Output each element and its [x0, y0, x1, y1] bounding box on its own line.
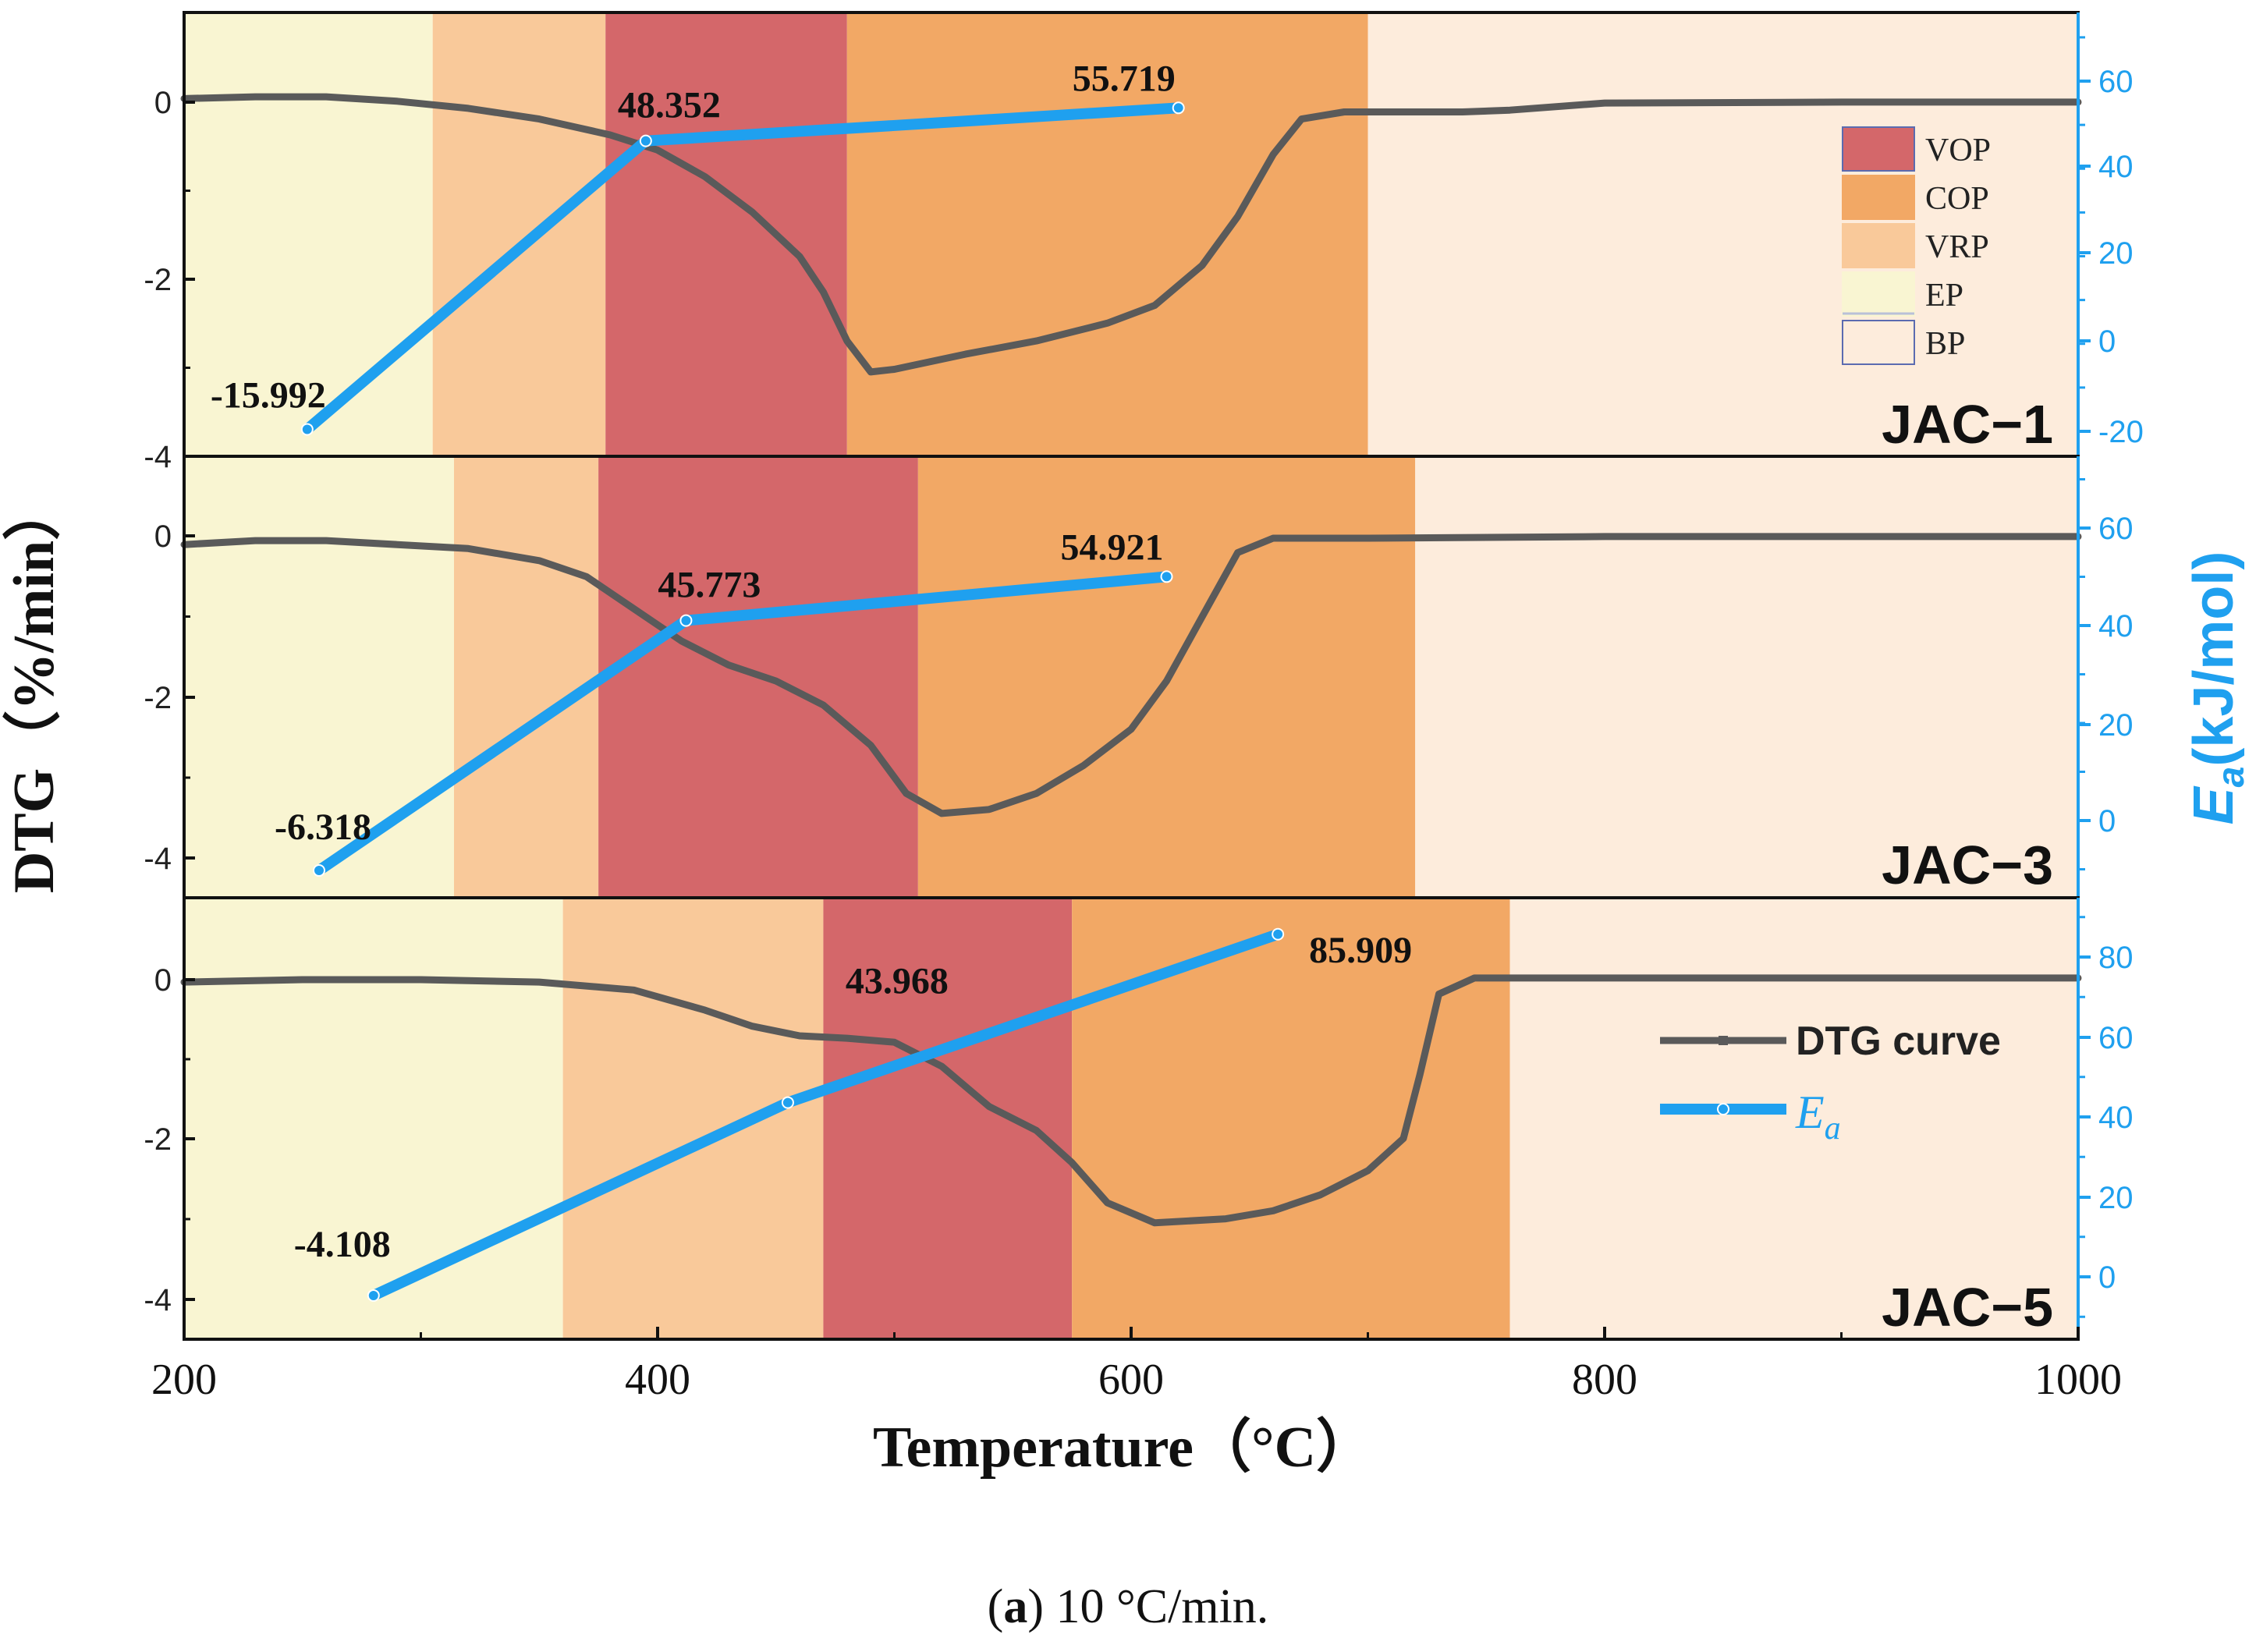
right-tick-label-panel-2-2: 40 [2098, 609, 2134, 643]
legend-swatch-vrp [1842, 223, 1915, 268]
x-tick-label-3: 600 [1098, 1356, 1164, 1404]
x-tick-label-4: 800 [1572, 1356, 1637, 1404]
legend-dtg-label: DTG curve [1796, 1019, 2001, 1064]
x-axis-title: Temperature（°C） [873, 1416, 1374, 1480]
panel-label-3: JAC−5 [1882, 1277, 2053, 1338]
left-tick-label-panel-3-2: -2 [144, 1122, 172, 1157]
panel-label-1: JAC−1 [1882, 394, 2053, 455]
region-ep-panel-1 [184, 12, 433, 456]
region-bp-panel-1 [1367, 12, 2078, 456]
legend-label-ep: EP [1925, 278, 1963, 314]
ea-point-panel-2-1 [312, 864, 325, 877]
ea-label-panel-1-1: -15.992 [211, 374, 326, 416]
left-tick-label-panel-1-2: -2 [144, 263, 172, 297]
left-tick-label-panel-1-3: -4 [144, 440, 172, 474]
left-tick-label-panel-1-1: 0 [154, 86, 172, 120]
right-tick-label-panel-3-4: 20 [2098, 1181, 2134, 1215]
dtg-curves [180, 93, 2082, 1227]
legend-dtg-marker [1719, 1036, 1728, 1045]
right-tick-label-panel-2-3: 20 [2098, 708, 2134, 743]
right-tick-label-panel-2-1: 60 [2098, 512, 2134, 546]
legend-ea-symbol: E [1795, 1087, 1825, 1138]
background-regions [184, 12, 2078, 1339]
ea-point-panel-1-3 [1172, 101, 1185, 115]
caption-bold: a [1003, 1580, 1027, 1633]
right-tick-label-panel-2-4: 0 [2098, 804, 2116, 838]
region-vrp-panel-2 [453, 456, 599, 898]
y-axis-right-title: Ea(kJ/mol) [2183, 551, 2252, 825]
ea-label-panel-2-2: 45.773 [658, 565, 761, 606]
legend-swatch-ep [1842, 271, 1915, 317]
ea-point-panel-2-2 [679, 614, 693, 627]
legend-swatch-cop [1842, 175, 1915, 220]
right-tick-label-panel-3-3: 40 [2098, 1101, 2134, 1135]
region-bp-panel-2 [1415, 456, 2078, 898]
dtg-curve-panel-3 [180, 974, 2082, 1227]
ea-label-panel-2-1: -6.318 [275, 807, 371, 848]
ea-label-panel-3-3: 85.909 [1309, 930, 1412, 971]
legend-swatch-bp [1842, 320, 1915, 365]
legend-label-bp: BP [1925, 326, 1965, 362]
annotations: -15.992 48.352 55.719 JAC−1 -6.318 45.773 54.9… [211, 58, 2053, 1338]
legend-label-vop: VOP [1925, 133, 1991, 168]
caption-rest: 10 °C/min. [1044, 1580, 1268, 1633]
legend-swatch-vop [1842, 126, 1915, 172]
right-tick-label-panel-1-4: 0 [2098, 324, 2116, 359]
panel-label-2: JAC−3 [1882, 835, 2053, 895]
legend-ea-marker [1717, 1103, 1729, 1115]
y-axis-left-title: DTG（%/min） [2, 483, 66, 893]
region-cop-panel-1 [846, 12, 1368, 456]
right-tick-label-panel-3-5: 0 [2098, 1260, 2116, 1295]
series-legend: DTG curve Ea [1660, 1019, 2001, 1147]
ea-point-panel-2-3 [1160, 570, 1173, 583]
right-tick-label-panel-1-5: -20 [2098, 415, 2144, 449]
figure-caption: (a) 10 °C/min. [988, 1580, 1269, 1633]
region-ep-panel-3 [184, 898, 563, 1339]
ea-label-panel-2-3: 54.921 [1061, 526, 1164, 568]
region-bp-panel-3 [1509, 898, 2078, 1339]
ea-lines [300, 101, 1285, 1302]
ea-point-panel-1-1 [300, 423, 314, 436]
y-axis-right-symbol: E [2183, 785, 2245, 824]
region-legend: VOP COP VRP EP BP [1842, 126, 1991, 365]
ea-point-panel-3-1 [367, 1289, 380, 1302]
left-tick-label-panel-2-2: -2 [144, 681, 172, 715]
dtg-curve-panel-2 [180, 533, 2082, 817]
ea-label-panel-3-2: 43.968 [846, 961, 949, 1002]
ea-label-panel-1-3: 55.719 [1073, 58, 1176, 99]
region-vop-panel-1 [605, 12, 847, 456]
left-tick-label-panel-3-1: 0 [154, 963, 172, 998]
ea-label-panel-3-1: -4.108 [294, 1224, 391, 1265]
region-cop-panel-3 [1072, 898, 1510, 1339]
ea-label-panel-1-2: 48.352 [618, 85, 721, 126]
x-tick-label-1: 200 [151, 1356, 217, 1404]
y-axis-right-subscript: a [2211, 767, 2252, 788]
ea-point-panel-1-2 [639, 134, 652, 147]
legend-ea-label: Ea [1795, 1087, 1841, 1147]
region-vrp-panel-3 [562, 898, 824, 1339]
ea-point-panel-3-2 [781, 1096, 794, 1109]
right-tick-label-panel-3-1: 80 [2098, 941, 2134, 975]
right-tick-label-panel-1-1: 60 [2098, 65, 2134, 99]
right-tick-label-panel-3-2: 60 [2098, 1021, 2134, 1055]
y-axis-right-unit: (kJ/mol) [2183, 551, 2245, 767]
legend-label-cop: COP [1925, 181, 1989, 217]
left-tick-label-panel-2-3: -4 [144, 842, 172, 876]
dtg-curve-panel-1 [180, 93, 2082, 376]
region-ep-panel-2 [184, 456, 454, 898]
legend-ea-subscript: a [1825, 1111, 1841, 1147]
region-vop-panel-3 [823, 898, 1073, 1339]
legend-label-vrp: VRP [1925, 229, 1989, 265]
axis-ticks: 0-2-46040200-200-2-460402000-2-480604020… [144, 36, 2144, 1404]
right-tick-label-panel-1-3: 20 [2098, 236, 2134, 271]
left-tick-label-panel-3-3: -4 [144, 1283, 172, 1317]
ea-point-panel-3-3 [1272, 927, 1285, 941]
left-tick-label-panel-2-1: 0 [154, 519, 172, 554]
x-tick-label-2: 400 [625, 1356, 690, 1404]
right-tick-label-panel-1-2: 40 [2098, 150, 2134, 184]
x-tick-label-5: 1000 [2034, 1356, 2122, 1404]
region-vrp-panel-1 [432, 12, 606, 456]
